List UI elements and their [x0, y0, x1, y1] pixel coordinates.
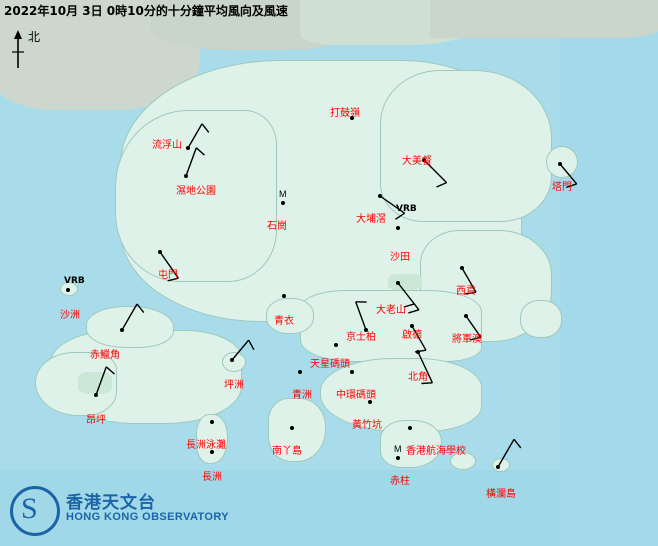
hko-logo: S 香港天文台 HONG KONG OBSERVATORY	[10, 484, 240, 536]
station-label: 橫瀾島	[486, 489, 516, 500]
station-label: 石崗	[267, 221, 287, 232]
page-title: 2022年10月 3日 0時10分的十分鐘平均風向及風速	[4, 4, 288, 18]
station-dot-icon	[396, 456, 400, 460]
logo-ring-icon	[10, 486, 60, 536]
station-label: 中環碼頭	[336, 390, 376, 401]
landmass-hong-kong-island	[320, 358, 482, 432]
wind-barb-icon	[465, 315, 482, 341]
station-label: 濕地公園	[176, 186, 216, 197]
station-label: 長洲泳灘	[186, 440, 226, 451]
sea-patch-east	[560, 0, 658, 546]
station-dot-icon	[290, 426, 294, 430]
station-label: 沙田	[390, 252, 410, 263]
landmass-nt-northwest	[115, 110, 277, 282]
landmass-nt-northeast	[380, 70, 552, 222]
landmass-tsing-yi	[266, 298, 314, 334]
landmass-china-northeast	[430, 0, 658, 38]
wind-barb-icon	[159, 251, 179, 282]
station-dot-icon	[282, 294, 286, 298]
wind-barb-icon	[185, 147, 205, 177]
station-dot-icon	[396, 226, 400, 230]
wind-barb-icon	[121, 303, 145, 331]
station-label: 赤柱	[390, 476, 410, 487]
wind-barb-icon	[355, 301, 367, 331]
station-label: 天星碼頭	[310, 359, 350, 370]
landmass-po-toi	[450, 452, 476, 470]
station-label: 流浮山	[152, 140, 182, 151]
wind-barb-icon	[187, 123, 210, 149]
station-label: 啟德	[402, 330, 422, 341]
station-dot-icon	[334, 343, 338, 347]
wind-barb-icon	[397, 282, 420, 314]
station-label: 長洲	[202, 472, 222, 483]
logo-english-name: HONG KONG OBSERVATORY	[66, 511, 230, 523]
station-dot-icon	[368, 400, 372, 404]
landmass-chek-lap-kok	[86, 306, 174, 348]
sea-patch-south	[0, 470, 658, 546]
station-label: 坪洲	[224, 380, 244, 391]
station-dot-icon	[350, 370, 354, 374]
station-label: 沙洲	[60, 310, 80, 321]
station-label: 大老山	[376, 305, 406, 316]
wind-barb-icon	[95, 366, 115, 396]
station-label: 大埔滘	[356, 214, 386, 225]
wind-barb-icon	[497, 438, 522, 468]
wind-barb-icon	[559, 163, 578, 189]
country-park-tai-mo-shan	[388, 274, 422, 290]
station-label: 黃竹坑	[352, 420, 382, 431]
station-dot-icon	[210, 450, 214, 454]
station-label: 昂坪	[86, 415, 106, 426]
station-dot-icon	[210, 420, 214, 424]
landmass-tap-mun	[546, 146, 578, 178]
station-label: 打鼓嶺	[330, 108, 360, 119]
station-label: 將軍澳	[452, 334, 482, 345]
wind-barb-icon	[231, 339, 255, 361]
station-dot-icon	[298, 370, 302, 374]
station-label: 大美督	[402, 156, 432, 167]
station-label: 西貢	[456, 286, 476, 297]
landmass-outer-east	[520, 300, 562, 338]
m-label: M	[279, 189, 287, 199]
station-label: 北角	[408, 372, 428, 383]
station-dot-icon	[66, 288, 70, 292]
station-label: 南丫島	[272, 446, 302, 457]
m-label: M	[394, 444, 402, 454]
wind-barb-icon	[461, 267, 477, 295]
station-label: 屯門	[158, 270, 178, 281]
north-arrow-label: 北	[28, 30, 41, 44]
wind-barb-icon	[423, 159, 448, 188]
country-park-lantau	[78, 372, 112, 394]
station-label: 青洲	[292, 390, 312, 401]
vrb-label: VRB	[64, 276, 85, 286]
station-dot-icon	[408, 426, 412, 430]
logo-chinese-name: 香港天文台	[66, 493, 156, 513]
wind-barb-icon	[417, 351, 434, 385]
station-label: 京士柏	[346, 332, 376, 343]
north-arrow: 北	[8, 30, 48, 70]
logo-s-glyph: S	[21, 492, 38, 525]
station-dot-icon	[281, 201, 285, 205]
station-label: 青衣	[274, 316, 294, 327]
vrb-label: VRB	[396, 204, 417, 214]
station-label: 香港航海學校	[406, 446, 466, 457]
wind-barb-icon	[379, 195, 406, 220]
station-dot-icon	[350, 116, 354, 120]
station-label: 塔門	[552, 182, 572, 193]
landmass-peng-chau	[222, 352, 246, 372]
station-label: 赤鱲角	[90, 350, 120, 361]
landmass-lamma	[268, 398, 326, 462]
